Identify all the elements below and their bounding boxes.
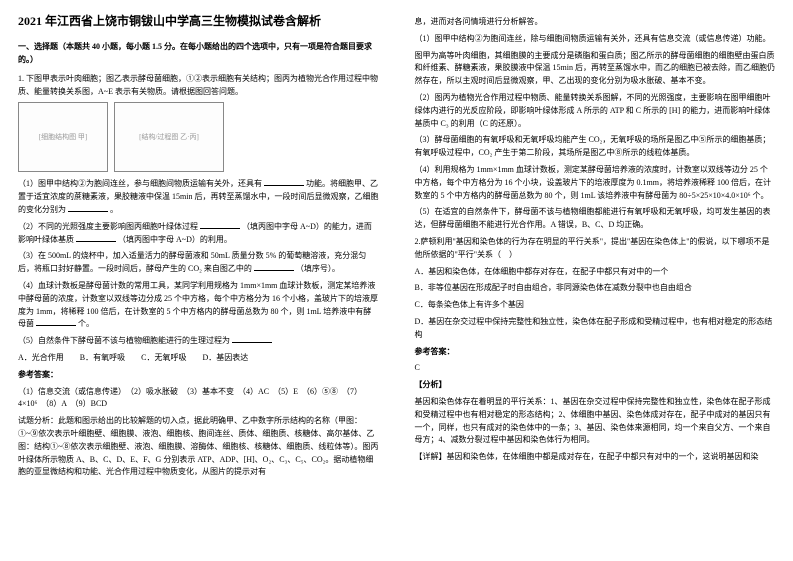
analysis-label: 【分析】 <box>415 379 776 392</box>
analysis-detail: 【详解】基因和染色体，在体细胞中都是成对存在，在配子中都只有对中的一个，这说明基… <box>415 451 776 464</box>
exp-p5: （4）利用规格为 1mm×1mm 血球计数板，测定某酵母菌培养液的浓度时，计数室… <box>415 164 776 202</box>
section-1-header: 一、选择题（本题共 40 小题，每小题 1.5 分。在每小题给出的四个选项中，只… <box>18 41 379 67</box>
q1-sub2: （2）不同的光照强度主要影响图丙细胞叶绿体过程 （填丙图中字母 A~D）的能力，… <box>18 221 379 247</box>
exp-p3: （2）图丙为植物光合作用过程中物质、能量转换关系图解，不同的光照强度，主要影响在… <box>415 92 776 130</box>
q1-4-text-b: 个。 <box>78 319 94 328</box>
q1-stem: 1. 下图甲表示叶肉细胞；图乙表示酵母菌细胞，①②表示细胞有关结构；图丙为植物光… <box>18 73 379 99</box>
answer-key-label-2: 参考答案： <box>415 346 776 359</box>
blank-6 <box>36 319 76 326</box>
blank-5 <box>254 264 294 271</box>
q1-5-text: （5）自然条件下酵母菌不该与植物细胞能进行的生理过程为 <box>18 336 230 345</box>
blank-7 <box>232 336 272 343</box>
exp-p1: （1）图甲中结构②为胞间连丝，除与细胞间物质运输有关外，还具有信息交流（或信息传… <box>415 33 776 46</box>
exp-p2: 图甲为高等叶肉细胞，其细胞膜的主要成分是磷脂和蛋白质；图乙所示的酵母菌细胞的细胞… <box>415 50 776 88</box>
q1-sub5: （5）自然条件下酵母菌不该与植物细胞能进行的生理过程为 <box>18 335 379 348</box>
explanation-1: 试题分析：此题和图示给出的比较解题的切入点，据此明确甲、乙中数字所示结构的名称（… <box>18 415 379 479</box>
q2-stem: 2.萨顿利用"基因和染色体的行为存在明显的平行关系"，提出"基因在染色体上"的假… <box>415 236 776 262</box>
q1-sub1: （1）图甲中结构②为胞间连丝，参与细胞间物质运输有关外，还具有 功能。将细胞甲、… <box>18 178 379 216</box>
q1-1-text-a: （1）图甲中结构②为胞间连丝，参与细胞间物质运输有关外，还具有 <box>18 179 262 188</box>
blank-3 <box>200 222 240 229</box>
q1-5-options: A．光合作用 B．有氧呼吸 C．无氧呼吸 D．基因表达 <box>18 352 379 365</box>
q2-option-a: A．基因和染色体，在体细胞中都存对存在，在配子中都只有对中的一个 <box>415 266 776 279</box>
q1-sub4: （4）血球计数板是酵母菌计数的常用工具，某同学利用规格为 1mm×1mm 血球计… <box>18 280 379 331</box>
q1-2-text-a: （2）不同的光照强度主要影响图丙细胞叶绿体过程 <box>18 222 198 231</box>
answer-1: （1）信息交流（或信息传递） （2）吸水胀破 （3）基本不变 （4）AC （5）… <box>18 386 379 412</box>
analysis-p1: 基因和染色体存在着明显的平行关系：1、基因在杂交过程中保持完整性和独立性，染色体… <box>415 396 776 447</box>
q2-option-b: B．非等位基因在形成配子时自由组合，非同源染色体在减数分裂中也自由组合 <box>415 282 776 295</box>
q2-option-d: D．基因在杂交过程中保持完整性和独立性，染色体在配子形成和受精过程中，也有相对稳… <box>415 316 776 342</box>
blank-2 <box>68 205 108 212</box>
q2-option-c: C．每条染色体上有许多个基因 <box>415 299 776 312</box>
q1-3-text-b: （填序号）。 <box>296 264 340 273</box>
q1-2-text-c: （填丙图中字母 A~D）的利用。 <box>118 235 232 244</box>
continuation-line: 息，进而对各问情境进行分析解答。 <box>415 16 776 29</box>
q1-sub3: （3）在 500mL 的烧杯中，加入适量活力的酵母菌液和 50mL 质量分数 5… <box>18 250 379 276</box>
exp-p6: （5）在适宜的自然条件下，酵母菌不该与植物细胞都能进行有氧呼吸和无氧呼吸，均可发… <box>415 206 776 232</box>
answer-key-label-1: 参考答案： <box>18 369 379 382</box>
answer-2: C <box>415 362 776 375</box>
blank-1 <box>264 179 304 186</box>
figure-row: [细胞结构图 甲] [结构/过程图 乙·丙] <box>18 102 379 172</box>
right-column: 息，进而对各问情境进行分析解答。 （1）图甲中结构②为胞间连丝，除与细胞间物质运… <box>397 0 793 561</box>
figure-cell-diagram: [细胞结构图 甲] <box>18 102 108 172</box>
q1-1-text-c: 。 <box>110 205 118 214</box>
exam-title: 2021 年江西省上饶市铜钹山中学高三生物模拟试卷含解析 <box>18 12 379 31</box>
exp-p4: （3）酵母菌细胞的有氧呼吸和无氧呼吸均能产生 CO₂，无氧呼吸的场所是图乙中⑤所… <box>415 134 776 160</box>
blank-4 <box>76 234 116 241</box>
figure-process-diagram: [结构/过程图 乙·丙] <box>114 102 224 172</box>
left-column: 2021 年江西省上饶市铜钹山中学高三生物模拟试卷含解析 一、选择题（本题共 4… <box>0 0 397 561</box>
